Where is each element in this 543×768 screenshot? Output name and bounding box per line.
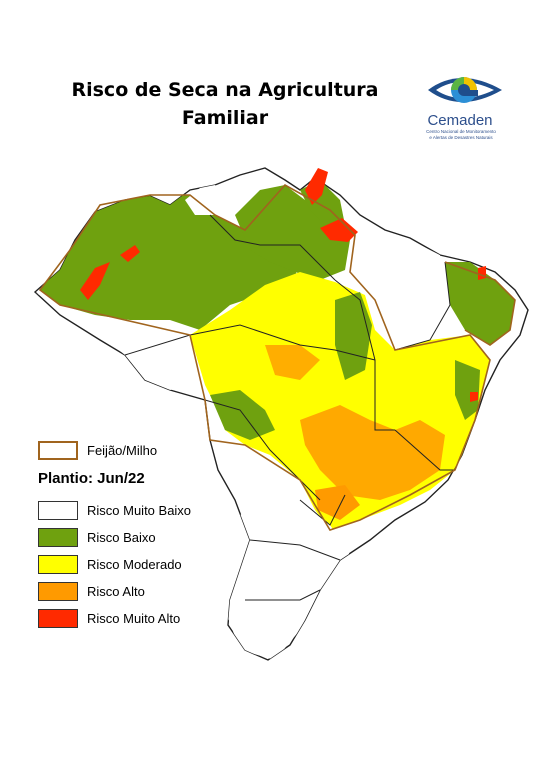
legend-swatch-high: [38, 581, 78, 601]
hotspot-very-high-roraima: [120, 245, 140, 262]
region-low-risk-roraima: [185, 180, 225, 215]
logo-subtitle-line2: e Alertas de Desastres Naturais: [429, 135, 493, 140]
state-border: [124, 324, 376, 361]
legend-swatch-very-high: [38, 608, 78, 628]
hotspot-very-high-amazonas: [80, 262, 110, 300]
region-high-risk-mt: [265, 345, 320, 380]
legend-label-high: Risco Alto: [87, 583, 145, 599]
map-title-line2: Familiar: [181, 107, 269, 129]
hotspot-very-high-rio: [470, 392, 478, 402]
region-very-low-acre: [35, 292, 195, 390]
state-border: [209, 214, 336, 281]
region-low-risk-north: [40, 195, 300, 330]
legend-class-row: Risco Baixo: [38, 527, 156, 547]
legend-class-row: Risco Alto: [38, 581, 145, 601]
legend-label-very-low: Risco Muito Baixo: [87, 502, 192, 518]
legend-crop-label: Feijão/Milho: [87, 442, 158, 458]
legend-class-row: Risco Muito Alto: [38, 608, 180, 628]
state-border: [249, 539, 341, 561]
region-low-risk-bahia-coast: [455, 360, 480, 420]
legend-crop-row: Feijão/Milho: [38, 440, 157, 460]
hotspot-very-high-para: [320, 218, 358, 242]
crop-area-outline: [38, 183, 491, 531]
map-title: Risco de Seca na Agricultura Familiar: [40, 76, 410, 132]
logo-subtitle: Centro Nacional de Monitoramento e Alert…: [416, 129, 506, 141]
legend-swatch-moderate: [38, 554, 78, 574]
legend-class-row: Risco Moderado: [38, 554, 182, 574]
state-border: [394, 261, 451, 351]
map-title-line1: Risco de Seca na Agricultura: [71, 79, 379, 101]
legend-swatch-very-low: [38, 500, 78, 520]
legend-label-very-high: Risco Muito Alto: [87, 610, 181, 626]
hotspot-very-high-amapa: [305, 168, 328, 205]
legend-label-low: Risco Baixo: [87, 529, 156, 545]
region-very-low-south: [225, 500, 350, 660]
state-border: [394, 429, 455, 471]
legend-swatch-low: [38, 527, 78, 547]
cemaden-eye-icon: [428, 77, 502, 103]
region-very-low-northeast: [375, 240, 445, 345]
region-high-risk-goias: [300, 405, 445, 500]
crop-area-outline: [444, 261, 516, 346]
hotspot-very-high-maranhao: [478, 266, 486, 280]
legend-crop-swatch: [38, 440, 78, 460]
logo-wordmark: Cemaden: [427, 112, 493, 129]
region-low-risk-tocantins: [335, 292, 372, 380]
legend-label-moderate: Risco Moderado: [87, 556, 182, 572]
legend-planting-label: Plantio: Jun/22: [38, 470, 145, 487]
state-border: [245, 589, 321, 601]
state-border: [299, 494, 346, 526]
region-low-risk-matogrosso: [210, 390, 275, 440]
logo-subtitle-line1: Centro Nacional de Monitoramento: [426, 129, 496, 134]
state-border: [204, 399, 321, 501]
state-border: [334, 279, 395, 431]
legend-class-row: Risco Muito Baixo: [38, 500, 191, 520]
region-high-risk-parana: [315, 485, 360, 520]
